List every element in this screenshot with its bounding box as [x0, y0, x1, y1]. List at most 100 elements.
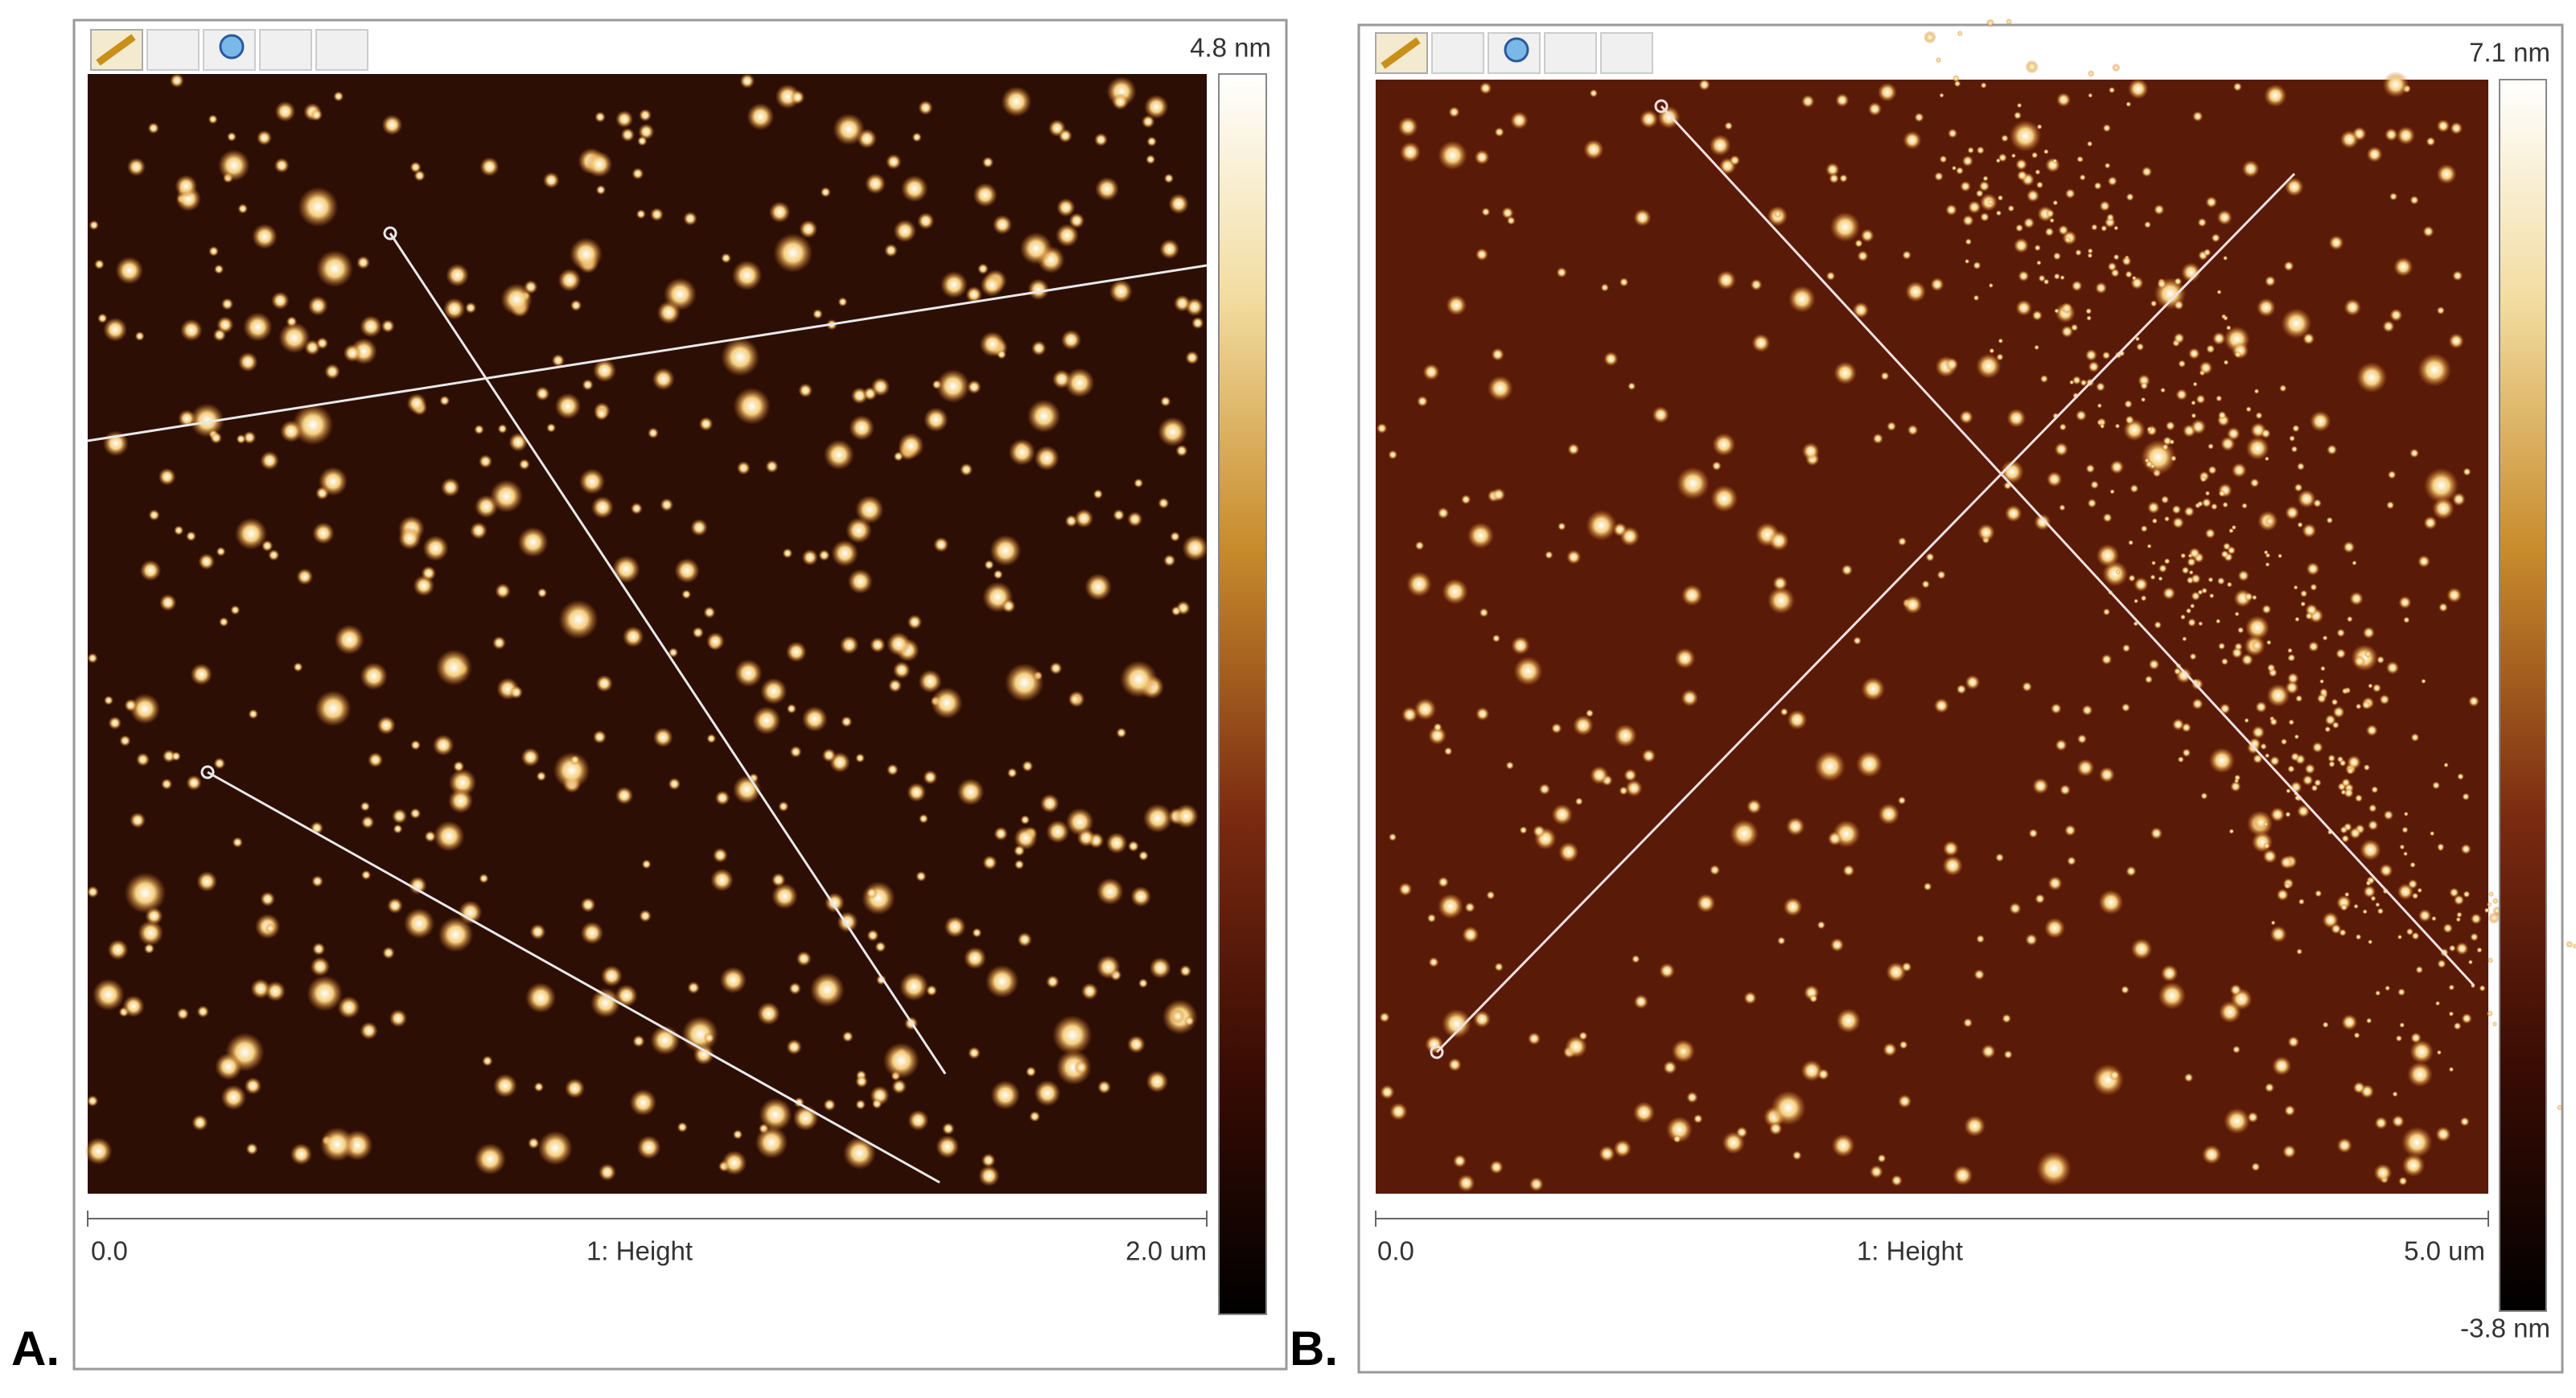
afm-particle	[210, 431, 223, 444]
tool-zoom-in[interactable]	[259, 29, 312, 71]
afm-particle	[1029, 1111, 1041, 1122]
afm-particle	[1792, 1150, 1802, 1161]
afm-particle	[2353, 903, 2359, 910]
afm-particle	[1399, 142, 1422, 163]
afm-particle	[1995, 210, 2002, 216]
afm-particle	[615, 110, 634, 129]
panel-a: 4.8 nm 0.0 1: Height 2.0 um A.	[11, 19, 1288, 1375]
tool-grid[interactable]	[1431, 32, 1484, 74]
afm-particle	[1978, 180, 1990, 192]
afm-particle	[980, 273, 1004, 297]
afm-particle	[119, 734, 131, 747]
afm-particle	[2483, 907, 2490, 914]
tool-zoom-in[interactable]	[1544, 32, 1597, 74]
afm-particle	[2045, 209, 2055, 218]
afm-particle	[703, 1032, 715, 1044]
afm-particle	[2251, 594, 2257, 601]
afm-particle	[2399, 1022, 2405, 1028]
afm-particle	[1768, 530, 1789, 551]
afm-particle	[790, 89, 805, 105]
tool-grid[interactable]	[146, 29, 200, 71]
tool-zoom-out[interactable]	[315, 29, 368, 71]
afm-particle	[842, 1030, 854, 1042]
afm-particle	[2360, 839, 2381, 861]
afm-particle	[2255, 701, 2268, 713]
afm-particle	[1163, 554, 1176, 567]
afm-particle	[315, 690, 352, 727]
afm-particle	[1076, 829, 1096, 847]
afm-particle	[1960, 180, 1972, 192]
afm-particle	[2226, 582, 2232, 588]
afm-particle	[2308, 641, 2319, 652]
afm-particle	[236, 434, 246, 444]
afm-particle	[1857, 250, 1869, 262]
afm-particle	[1417, 395, 1429, 407]
afm-particle	[107, 939, 129, 960]
afm-particle	[2305, 612, 2313, 620]
afm-particle	[837, 297, 848, 307]
afm-particle	[847, 569, 873, 594]
channel-label: 1: Height	[1857, 1236, 1963, 1266]
afm-particle	[2310, 410, 2331, 432]
afm-particle	[1170, 531, 1180, 542]
afm-particle	[2217, 410, 2227, 420]
afm-particle	[2015, 158, 2028, 171]
afm-particle	[2244, 592, 2253, 602]
afm-particle	[940, 270, 968, 299]
afm-particle	[841, 716, 853, 728]
afm-particle	[919, 813, 928, 824]
afm-particle	[936, 368, 970, 404]
afm-particle	[2109, 489, 2115, 495]
afm-particle	[2165, 421, 2175, 431]
afm-particle	[2125, 101, 2132, 107]
afm-particle	[1146, 136, 1157, 147]
afm-particle	[1939, 93, 1944, 98]
afm-particle	[2341, 687, 2349, 695]
afm-particle	[2276, 888, 2289, 902]
afm-particle	[1376, 422, 1388, 434]
afm-particle	[2015, 299, 2032, 316]
afm-particle	[681, 589, 692, 599]
afm-particle	[88, 220, 100, 231]
afm-particle	[990, 534, 1022, 567]
afm-particle	[1406, 571, 1432, 598]
afm-particle	[1709, 865, 1721, 876]
afm-particle	[533, 1082, 544, 1092]
afm-particle	[2203, 249, 2212, 257]
afm-particle	[1096, 955, 1121, 980]
afm-particle	[474, 424, 484, 435]
afm-particle	[2245, 406, 2252, 413]
afm-particle	[755, 1125, 788, 1159]
zoom-icon	[1504, 37, 1529, 63]
afm-particle	[2071, 280, 2083, 292]
afm-particle	[2365, 880, 2372, 886]
afm-particle	[1827, 831, 1842, 846]
afm-particle	[138, 919, 164, 946]
afm-particle	[855, 1075, 868, 1088]
afm-particle	[595, 674, 613, 693]
afm-particle	[252, 224, 278, 249]
afm-features	[1376, 19, 2576, 1192]
afm-particle	[2121, 256, 2132, 266]
afm-particle	[2097, 419, 2103, 426]
afm-particle	[392, 808, 408, 824]
afm-particle	[1783, 897, 1803, 917]
afm-particle	[2366, 1018, 2372, 1024]
afm-particle	[595, 111, 606, 123]
afm-particle	[1963, 1018, 1973, 1028]
afm-particle	[2002, 1014, 2012, 1024]
afm-particle	[1438, 876, 1449, 888]
afm-particle	[2090, 480, 2100, 490]
afm-particle	[861, 881, 895, 915]
afm-particle	[1426, 913, 1437, 923]
tool-zoom-out[interactable]	[1600, 32, 1653, 74]
afm-particle	[1127, 840, 1139, 853]
afm-particle	[2091, 224, 2098, 231]
afm-particle	[2339, 130, 2359, 149]
afm-particle	[443, 298, 466, 320]
afm-particle	[2284, 1104, 2296, 1116]
afm-particle	[703, 606, 716, 619]
afm-particle	[535, 386, 550, 401]
afm-particle	[1467, 522, 1494, 549]
afm-particle	[2368, 683, 2373, 689]
